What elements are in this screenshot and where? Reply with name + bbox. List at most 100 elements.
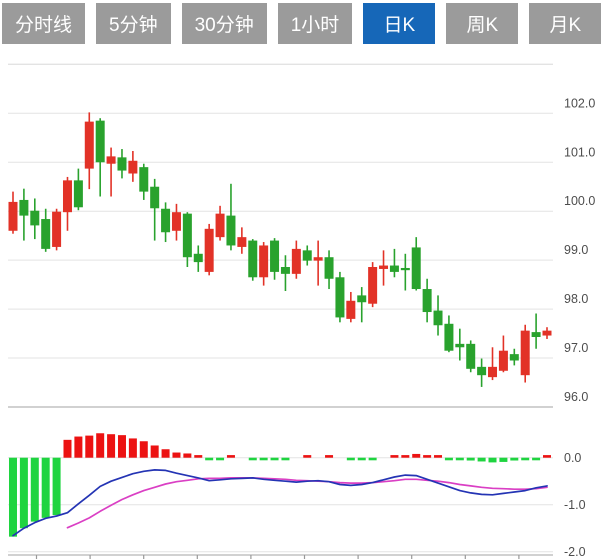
candle-body: [139, 167, 149, 192]
macd-bar-down: [346, 457, 355, 461]
macd-bar-up: [117, 435, 126, 458]
candle-body: [41, 219, 51, 249]
macd-bar-down: [52, 457, 61, 516]
candle-body: [204, 228, 214, 272]
candle-body: [106, 156, 116, 164]
macd-bar-down: [477, 457, 486, 462]
candle-body: [335, 277, 345, 318]
candle-body: [291, 248, 301, 274]
candle-body: [488, 366, 498, 378]
tab-月K[interactable]: 月K: [529, 3, 602, 44]
macd-bar-up: [226, 455, 235, 458]
macd-bar-down: [281, 457, 290, 461]
tab-1小时[interactable]: 1小时: [277, 3, 353, 44]
candle-body: [270, 240, 280, 272]
macd-bar-up: [434, 455, 443, 458]
macd-bar-up: [325, 455, 334, 458]
candle-body: [248, 240, 258, 278]
macd-bar-up: [183, 453, 192, 458]
candle-body: [280, 267, 290, 274]
candle-body: [531, 332, 541, 338]
candle-body: [95, 120, 105, 163]
main-y-axis-label: 97.0: [564, 341, 588, 355]
macd-bar-up: [172, 452, 181, 458]
macd-bar-down: [455, 457, 464, 461]
tab-分时线[interactable]: 分时线: [2, 3, 86, 44]
candle-body: [215, 213, 225, 238]
candle-body: [379, 265, 389, 269]
sub-y-axis-label: -1.0: [564, 498, 586, 512]
dif-line: [12, 469, 548, 537]
tab-30分钟[interactable]: 30分钟: [181, 3, 267, 44]
candle-body: [226, 215, 236, 246]
macd-bar-up: [303, 455, 312, 458]
macd-bar-down: [466, 457, 475, 461]
candle-body: [171, 212, 181, 231]
tab-周K[interactable]: 周K: [446, 3, 519, 44]
macd-bar-up: [139, 441, 148, 458]
candle-body: [52, 211, 62, 247]
macd-bar-down: [19, 457, 28, 529]
macd-bar-up: [107, 434, 116, 458]
macd-bar-down: [30, 457, 39, 522]
macd-bar-down: [270, 457, 279, 461]
macd-bar-down: [205, 457, 214, 461]
macd-bar-up: [74, 436, 83, 458]
candle-body: [259, 245, 269, 278]
candle-body: [19, 199, 29, 216]
candle-body: [302, 250, 312, 261]
macd-bar-up: [161, 449, 170, 458]
macd-bar-up: [128, 438, 137, 458]
macd-bar-up: [401, 455, 410, 458]
candle-body: [84, 121, 94, 169]
candle-body: [542, 330, 552, 336]
candle-body: [411, 247, 421, 290]
macd-bar-up: [63, 439, 72, 458]
macd-bar-up: [194, 455, 203, 458]
macd-bar-up: [85, 435, 94, 458]
candle-body: [128, 160, 138, 174]
macd-bar-down: [216, 457, 225, 461]
candle-body: [357, 295, 367, 303]
macd-bar-down: [510, 457, 519, 461]
candle-body: [346, 300, 356, 319]
candle-body: [455, 343, 465, 348]
macd-bar-down: [488, 457, 497, 463]
main-y-axis-label: 96.0: [564, 390, 588, 404]
macd-bar-up: [423, 455, 432, 458]
candle-body: [433, 310, 443, 326]
candle-body: [520, 330, 530, 376]
macd-bar-up: [412, 453, 421, 458]
candle-body: [313, 257, 323, 261]
candle-body: [422, 289, 432, 313]
candle-body: [161, 208, 171, 233]
period-tabbar: 分时线 5分钟 30分钟 1小时 日K 周K 月K: [2, 3, 602, 44]
main-y-axis-label: 100.0: [564, 194, 595, 208]
candle-body: [324, 257, 334, 279]
candle-body: [237, 237, 247, 247]
macd-bar-down: [444, 457, 453, 461]
candle-body: [509, 354, 519, 361]
candle-body: [368, 267, 378, 304]
candle-body: [400, 267, 410, 271]
macd-bar-down: [259, 457, 268, 461]
candle-body: [150, 186, 160, 209]
candle-body: [30, 210, 40, 226]
tab-5分钟[interactable]: 5分钟: [96, 3, 171, 44]
sub-y-axis-label: 0.0: [564, 451, 581, 465]
candle-body: [477, 366, 487, 376]
macd-bar-down: [9, 457, 17, 537]
macd-bar-down: [368, 457, 377, 461]
tab-日K[interactable]: 日K: [363, 3, 436, 44]
main-y-axis-label: 99.0: [564, 243, 588, 257]
candle-body: [444, 323, 454, 351]
macd-bar-down: [41, 457, 50, 518]
sub-y-axis-label: -2.0: [564, 545, 586, 559]
macd-bar-down: [248, 457, 257, 461]
candle-body: [389, 265, 399, 272]
macd-bar-down: [357, 457, 366, 461]
candle-body: [466, 343, 476, 369]
candle-body: [498, 350, 508, 371]
